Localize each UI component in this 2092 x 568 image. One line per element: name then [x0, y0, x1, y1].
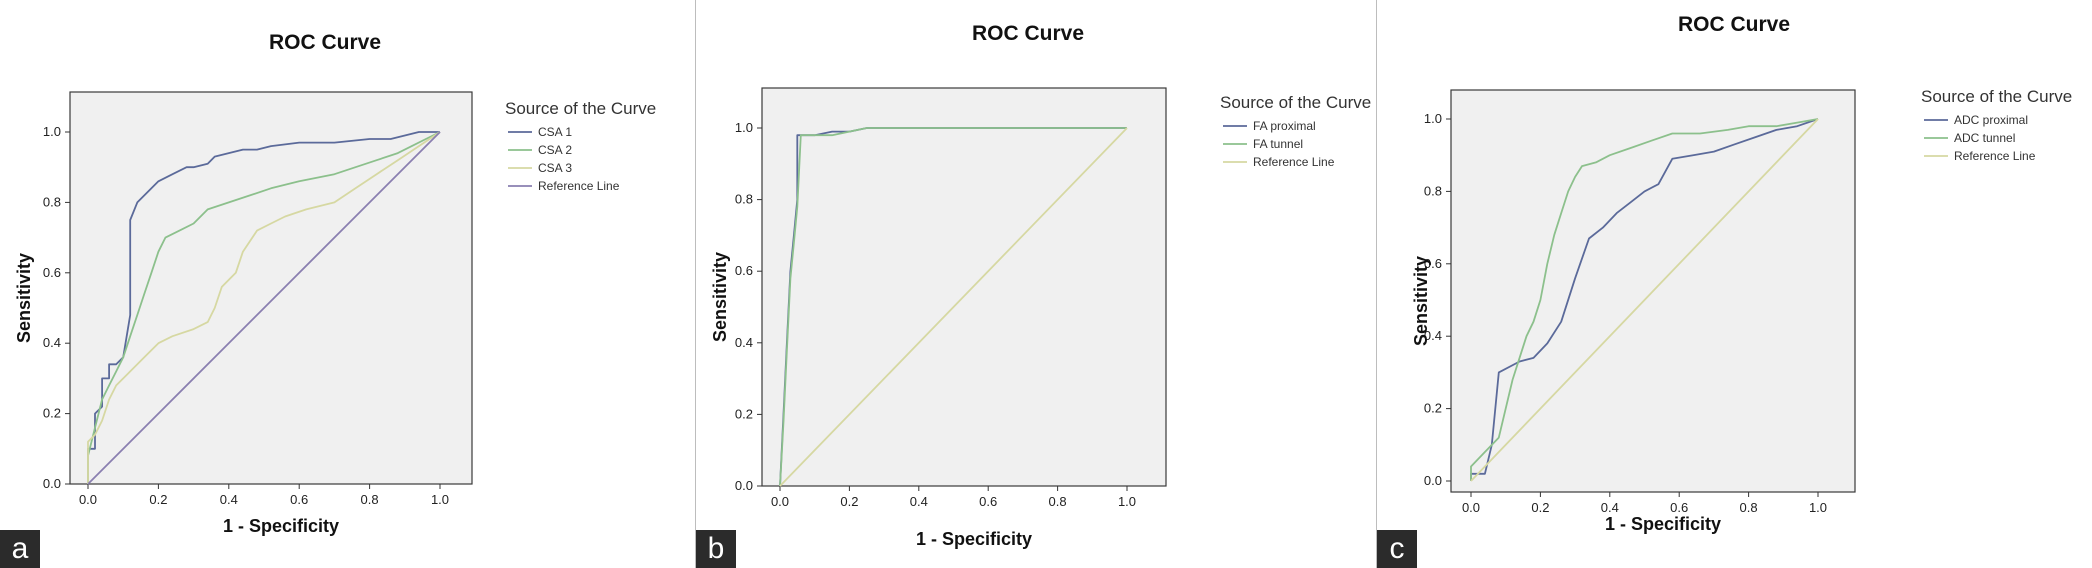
y-tick-label: 0.4	[1424, 328, 1442, 343]
y-tick-label: 0.2	[1424, 401, 1442, 416]
x-axis-label-c: 1 - Specificity	[1605, 514, 1721, 534]
chart-title-c: ROC Curve	[1678, 13, 1790, 36]
x-axis-label-b: 1 - Specificity	[916, 529, 1032, 549]
y-tick-label: 0.2	[43, 406, 61, 421]
panel-label-a: a	[0, 530, 40, 568]
legend-entry: FA proximal	[1253, 119, 1316, 133]
y-tick-label: 0.8	[735, 192, 753, 207]
y-tick-label: 0.0	[1424, 473, 1442, 488]
y-axis-label-a: Sensitivity	[14, 253, 34, 343]
y-tick-label: 1.0	[1424, 111, 1442, 126]
x-tick-label: 0.0	[79, 492, 97, 507]
x-tick-label: 0.2	[840, 494, 858, 509]
series-line-csa-2	[87, 131, 441, 484]
y-tick-label: 0.2	[735, 406, 753, 421]
x-tick-label: 1.0	[1118, 494, 1136, 509]
roc-panel-c: ROC Curve 0.0 0.2 0.4 0.6 0.8 1.0 0.0 0.2 0.4 0.6 0…	[1377, 0, 2092, 568]
panel-label-b: b	[696, 530, 736, 568]
y-tick-label: 0.0	[43, 476, 61, 491]
x-tick-label: 0.8	[1049, 494, 1067, 509]
x-tick-label: 0.8	[361, 492, 379, 507]
plot-area-a	[69, 91, 473, 485]
x-tick-label: 0.6	[1670, 500, 1688, 515]
chart-title-b: ROC Curve	[972, 22, 1084, 45]
legend-entry: ADC proximal	[1954, 113, 2028, 127]
y-axis-label-c: Sensitivity	[1411, 256, 1431, 346]
series-line-fa-tunnel	[779, 127, 1127, 487]
y-tick-label: 0.8	[1424, 183, 1442, 198]
x-tick-label: 1.0	[431, 492, 449, 507]
roc-chart-a: ROC Curve 0.0 0.2 0.4 0.6 0.8 1.0 0.0 0.2 0.4 0.6 0…	[14, 31, 656, 536]
x-axis-label-a: 1 - Specificity	[223, 516, 339, 536]
y-tick-label: 0.4	[43, 335, 61, 350]
roc-chart-b: ROC Curve 0.0 0.2 0.4 0.6 0.8 1.0 0.0 0.2 0.4 0.6 0…	[710, 22, 1371, 549]
series-line-csa-1	[87, 131, 440, 484]
y-tick-label: 1.0	[735, 120, 753, 135]
chart-title-a: ROC Curve	[269, 31, 381, 54]
x-tick-label: 0.0	[771, 494, 789, 509]
series-line-reference-line	[87, 131, 441, 485]
panel-divider	[1376, 0, 1377, 568]
y-tick-label: 1.0	[43, 124, 61, 139]
series-line-adc-tunnel	[1470, 118, 1819, 481]
x-tick-label: 0.0	[1462, 500, 1480, 515]
series-line-csa-3	[87, 131, 441, 484]
x-tick-label: 0.6	[979, 494, 997, 509]
legend-entry: FA tunnel	[1253, 137, 1303, 151]
legend-entry: CSA 2	[538, 143, 572, 157]
roc-panel-b: ROC Curve 0.0 0.2 0.4 0.6 0.8 1.0 0.0 0.2 0.4 0.6 0…	[696, 0, 1376, 568]
x-tick-label: 0.6	[290, 492, 308, 507]
roc-panel-a: ROC Curve 0.0 0.2 0.4 0.6 0.8 1.0 0.0 0.2 0.4 0.6 0…	[0, 0, 695, 568]
x-tick-label: 0.2	[149, 492, 167, 507]
series-line-reference-line	[1470, 118, 1819, 482]
legend-entry: CSA 1	[538, 125, 572, 139]
legend-title-b: Source of the Curve	[1220, 93, 1371, 112]
series-line-reference-line	[779, 127, 1128, 487]
y-tick-label: 0.4	[735, 335, 753, 350]
legend-title-a: Source of the Curve	[505, 99, 656, 118]
x-tick-label: 0.2	[1531, 500, 1549, 515]
panel-divider	[695, 0, 696, 568]
legend-entry: CSA 3	[538, 161, 572, 175]
legend-entry: Reference Line	[538, 179, 620, 193]
y-tick-label: 0.6	[1424, 256, 1442, 271]
x-tick-label: 0.4	[1601, 500, 1619, 515]
roc-chart-c: ROC Curve 0.0 0.2 0.4 0.6 0.8 1.0 0.0 0.2 0.4 0.6 0…	[1411, 13, 2072, 534]
series-line-adc-proximal	[1470, 118, 1819, 481]
legend-entry: Reference Line	[1253, 155, 1335, 169]
x-tick-label: 1.0	[1809, 500, 1827, 515]
plot-area-b	[761, 87, 1167, 487]
y-tick-label: 0.6	[735, 263, 753, 278]
y-tick-label: 0.6	[43, 265, 61, 280]
legend-entry: ADC tunnel	[1954, 131, 2015, 145]
x-tick-label: 0.8	[1740, 500, 1758, 515]
y-tick-label: 0.0	[735, 478, 753, 493]
legend-title-c: Source of the Curve	[1921, 87, 2072, 106]
y-tick-label: 0.8	[43, 194, 61, 209]
x-tick-label: 0.4	[220, 492, 238, 507]
panel-label-c: c	[1377, 530, 1417, 568]
x-tick-label: 0.4	[910, 494, 928, 509]
legend-entry: Reference Line	[1954, 149, 2036, 163]
y-axis-label-b: Sensitivity	[710, 252, 730, 342]
